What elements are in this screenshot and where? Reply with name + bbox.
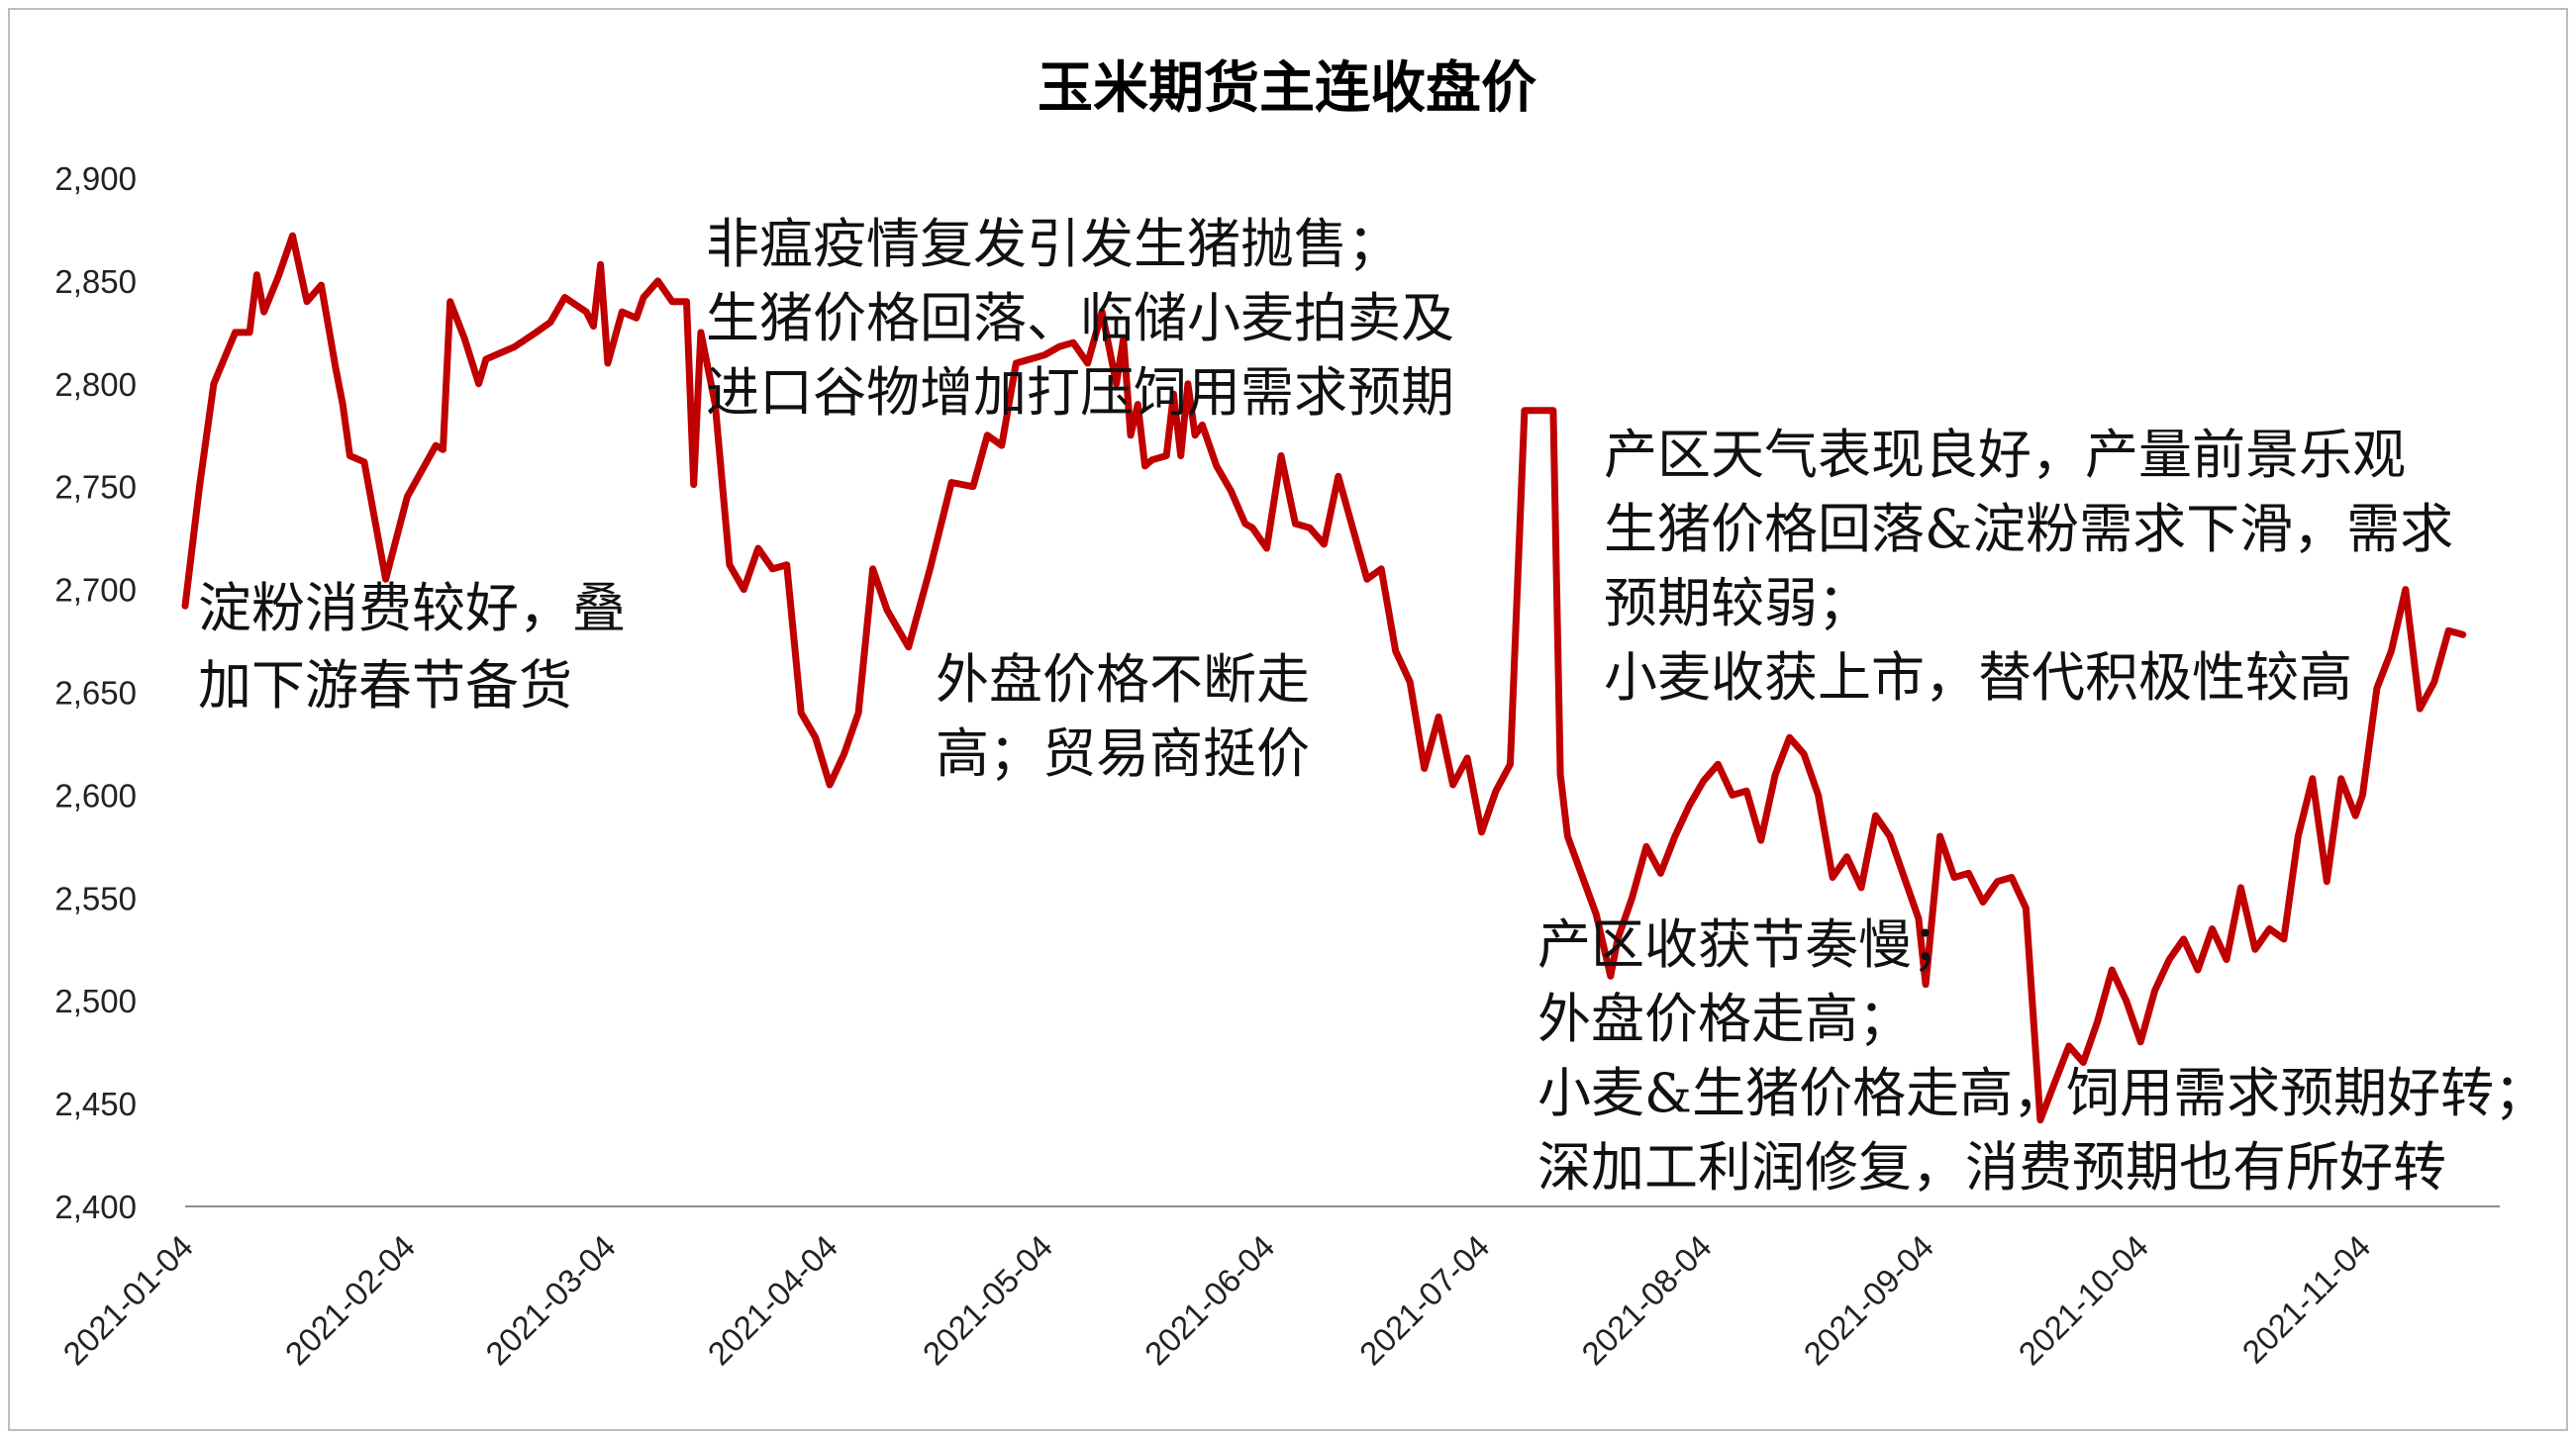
y-tick-label: 2,700	[54, 572, 137, 609]
annotation-line: 深加工利润修复，消费预期也有所好转	[1537, 1136, 2446, 1199]
x-tick-label: 2021-03-04	[478, 1228, 623, 1373]
annotation-line: 生猪价格回落&淀粉需求下滑，需求	[1604, 498, 2453, 560]
x-tick-label: 2021-07-04	[1352, 1228, 1497, 1373]
y-tick-label: 2,800	[54, 366, 137, 403]
annotation-line: 高；贸易商挺价	[936, 722, 1310, 785]
x-tick-label: 2021-08-04	[1574, 1228, 1719, 1373]
annotation-line: 小麦&生猪价格走高，饲用需求预期好转；	[1537, 1062, 2547, 1124]
annotation-4: 产区天气表现良好，产量前景乐观生猪价格回落&淀粉需求下滑，需求预期较弱； 小麦收获…	[1604, 424, 2453, 709]
y-tick-labels: 2,400 2,450 2,500 2,550 2,600 2,650 2,700 2,750…	[54, 160, 137, 1225]
y-tick-label: 2,900	[54, 160, 137, 197]
y-tick-label: 2,650	[54, 675, 137, 712]
annotation-5: 产区收获节奏慢； 外盘价格走高； 小麦&生猪价格走高，饲用需求预期好转； 深加工利润修…	[1537, 913, 2547, 1199]
annotation-3: 外盘价格不断走高；贸易商挺价	[936, 648, 1310, 785]
x-tick-label: 2021-11-04	[2235, 1228, 2378, 1371]
annotation-line: 进口谷物增加打压饲用需求预期	[706, 361, 1454, 424]
y-tick-label: 2,850	[54, 263, 137, 300]
x-tick-label: 2021-06-04	[1138, 1228, 1282, 1373]
annotation-1: 淀粉消费较好，叠加下游春节备货	[198, 577, 626, 717]
chart-title: 玉米期货主连收盘价	[1038, 56, 1536, 121]
x-tick-label: 2021-02-04	[278, 1228, 423, 1373]
annotation-line: 预期较弱；	[1604, 572, 1871, 634]
chart-frame	[8, 8, 2568, 1431]
annotation-line: 淀粉消费较好，叠	[198, 577, 626, 639]
annotations: 淀粉消费较好，叠加下游春节备货 非瘟疫情复发引发生猪抛售； 生猪价格回落、临储小麦拍…	[198, 213, 2547, 1199]
x-tick-labels: 2021-01-04 2021-02-04 2021-03-04 2021-04-04…	[55, 1228, 2377, 1373]
x-tick-label: 2021-05-04	[916, 1228, 1060, 1373]
annotation-line: 生猪价格回落、临储小麦拍卖及	[706, 287, 1454, 349]
y-tick-label: 2,500	[54, 983, 137, 1019]
x-tick-label: 2021-01-04	[55, 1228, 200, 1373]
annotation-line: 非瘟疫情复发引发生猪抛售；	[706, 213, 1401, 275]
annotation-2: 非瘟疫情复发引发生猪抛售； 生猪价格回落、临储小麦拍卖及进口谷物增加打压饲用需求预…	[706, 213, 1454, 424]
annotation-line: 外盘价格走高；	[1537, 988, 1912, 1050]
annotation-line: 外盘价格不断走	[936, 648, 1310, 711]
x-tick-label: 2021-04-04	[701, 1228, 845, 1373]
series-line-corn-futures	[181, 232, 2467, 1124]
y-tick-label: 2,550	[54, 880, 137, 916]
y-tick-label: 2,400	[54, 1189, 137, 1225]
annotation-line: 产区收获节奏慢；	[1537, 913, 1965, 976]
y-tick-label: 2,450	[54, 1086, 137, 1122]
y-tick-label: 2,750	[54, 469, 137, 506]
x-tick-label: 2021-09-04	[1797, 1228, 1941, 1373]
annotation-line: 加下游春节备货	[198, 654, 572, 717]
annotation-line: 产区天气表现良好，产量前景乐观	[1604, 424, 2406, 486]
annotation-line: 小麦收获上市，替代积极性较高	[1604, 646, 2352, 709]
y-tick-label: 2,600	[54, 777, 137, 814]
x-tick-label: 2021-10-04	[2012, 1228, 2156, 1373]
